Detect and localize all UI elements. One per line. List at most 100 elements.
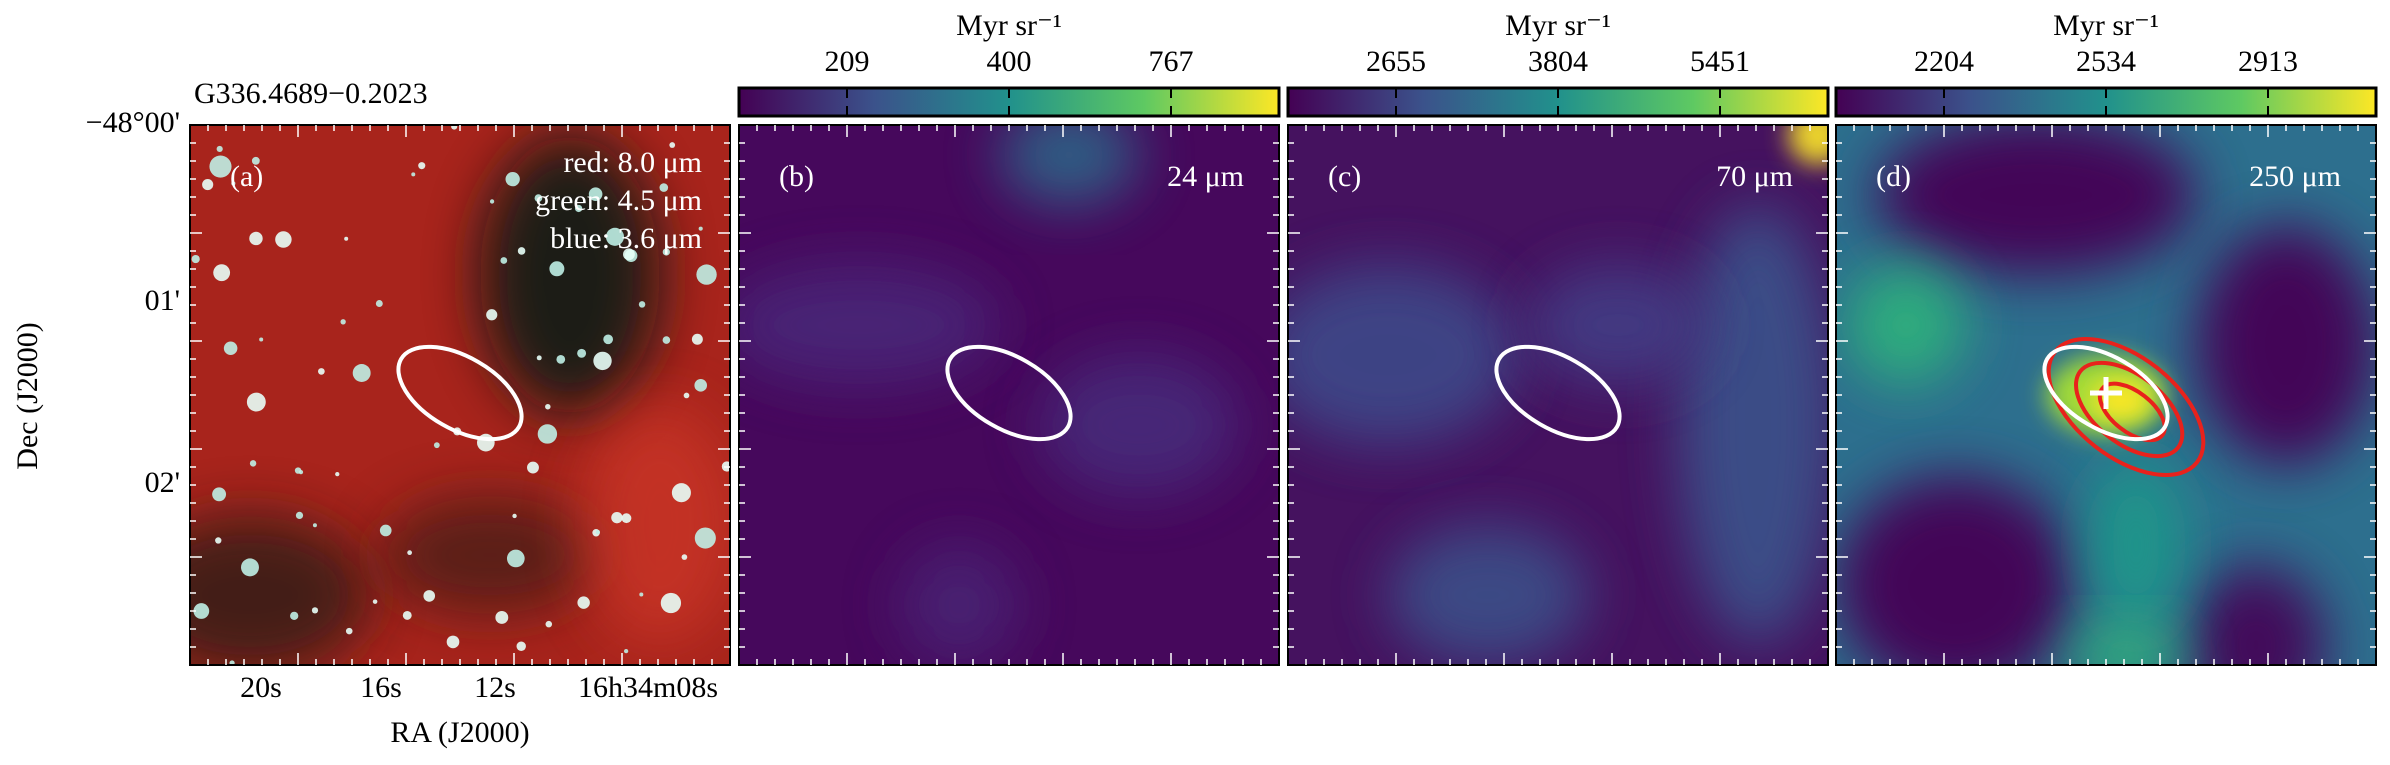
axis-tick <box>1836 125 2376 665</box>
axis-tick <box>1288 125 1828 665</box>
band-legend: red: 8.0 μm <box>563 146 702 179</box>
star <box>251 156 260 165</box>
axis-tick <box>739 125 1279 665</box>
axis-tick <box>1836 125 2376 665</box>
axis-tick <box>1288 125 1828 665</box>
axis-tick <box>190 125 730 665</box>
star <box>638 301 646 308</box>
star <box>698 226 703 231</box>
band-legend: green: 4.5 μm <box>535 184 702 217</box>
colorbar-unit: Myr sr⁻¹ <box>2053 9 2159 42</box>
star <box>249 460 257 467</box>
axis-tick <box>739 125 1279 665</box>
axis-tick <box>1836 125 2376 665</box>
axis-tick <box>1288 125 1828 665</box>
axis-tick <box>1288 125 1828 665</box>
axis-tick <box>739 125 1279 665</box>
star <box>517 247 526 255</box>
star <box>662 336 671 344</box>
star <box>216 145 223 153</box>
axis-tick <box>739 125 1279 665</box>
axis-tick <box>1836 125 2376 665</box>
axis-tick <box>1288 125 1828 665</box>
colorbar-tick-label: 400 <box>987 45 1032 78</box>
axis-tick <box>1288 125 1828 665</box>
star <box>534 194 543 202</box>
axis-tick <box>739 125 1279 665</box>
emission <box>1388 525 1588 665</box>
axis-tick <box>1288 125 1828 665</box>
axis-tick <box>1836 125 2376 665</box>
axis-tick <box>190 125 730 665</box>
star <box>411 172 416 177</box>
axis-tick <box>739 125 1279 665</box>
star <box>259 337 264 342</box>
star <box>215 537 222 544</box>
star <box>527 461 539 474</box>
axis-tick <box>1288 125 1828 665</box>
panel-label: (c) <box>1328 160 1361 193</box>
axis-tick <box>739 125 1279 665</box>
star <box>495 611 509 624</box>
axis-tick <box>190 125 730 665</box>
axis-tick <box>739 125 1279 665</box>
axis-tick <box>190 125 730 665</box>
star <box>683 392 690 399</box>
axis-tick <box>190 125 730 665</box>
panel-label: (a) <box>230 160 263 193</box>
star <box>375 300 383 307</box>
star <box>402 610 412 620</box>
axis-tick <box>739 125 1279 665</box>
emission <box>1528 265 1708 385</box>
axis-tick <box>739 125 1279 665</box>
axis-tick <box>1288 125 1828 665</box>
axis-tick <box>1288 125 1828 665</box>
star <box>605 227 625 246</box>
star <box>588 187 603 201</box>
star <box>335 472 340 477</box>
source-cross <box>2090 377 2122 409</box>
axis-tick <box>1836 125 2376 665</box>
axis-tick <box>1288 125 1828 665</box>
colorbar-tick-label: 5451 <box>1690 45 1750 78</box>
axis-tick <box>739 125 1279 665</box>
star <box>223 341 238 356</box>
emission <box>1039 355 1239 495</box>
emission <box>1876 125 2196 275</box>
emission <box>1788 125 1828 165</box>
axis-tick <box>739 125 1279 665</box>
star <box>246 392 266 412</box>
star <box>516 641 526 651</box>
star <box>298 470 304 475</box>
colorbar-tick-label: 3804 <box>1528 45 1588 78</box>
axis-tick <box>739 125 1279 665</box>
axis-tick <box>190 125 730 665</box>
axis-tick <box>1288 125 1828 665</box>
axis-tick <box>190 125 730 665</box>
star <box>352 364 371 382</box>
axis-tick <box>739 125 1279 665</box>
axis-tick <box>190 125 730 665</box>
axis-tick <box>190 125 730 665</box>
axis-tick <box>190 125 730 665</box>
emission <box>2186 565 2326 665</box>
x-tick-label: 16h34m08s <box>578 671 718 704</box>
axis-tick <box>190 125 730 665</box>
axis-tick <box>1836 125 2376 665</box>
axis-tick <box>190 125 730 665</box>
y-axis-label: Dec (J2000) <box>11 322 44 469</box>
emission <box>2196 225 2376 465</box>
axis-tick <box>1836 125 2376 665</box>
star <box>694 527 716 549</box>
star <box>639 592 644 597</box>
star <box>669 142 676 148</box>
axis-tick <box>1288 125 1828 665</box>
star <box>623 248 635 261</box>
band-label: 250 μm <box>2249 160 2341 193</box>
star <box>694 379 708 392</box>
axis-tick <box>1288 125 1828 665</box>
emission <box>999 125 1139 205</box>
axis-tick <box>1288 125 1828 665</box>
star <box>577 348 587 358</box>
star <box>549 261 565 277</box>
